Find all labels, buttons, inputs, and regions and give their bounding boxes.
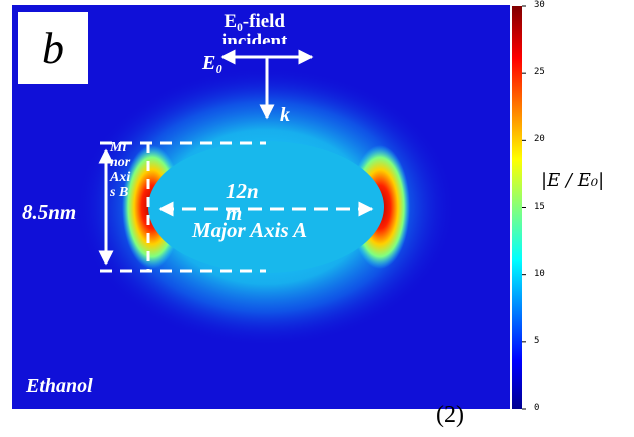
colorbar-tick-label: 10 <box>534 268 545 279</box>
minor-axis-text: Mi nor Axi s B <box>110 140 131 200</box>
incident-title: E₀-field incident <box>222 11 288 45</box>
major-axis-value: 12n m <box>226 180 259 224</box>
major-axis-text: Major Axis A <box>192 218 308 242</box>
panel-label-box: b <box>18 12 88 84</box>
k-label: k <box>280 104 290 126</box>
colorbar-tick-label: 0 <box>534 403 540 413</box>
colorbar-tick-marks <box>522 5 526 410</box>
colorbar-tick-label: 5 <box>534 335 540 346</box>
colorbar-title: |E / E₀| <box>541 170 605 191</box>
medium-label: Ethanol <box>26 375 93 397</box>
e0-label: E₀ <box>202 52 223 74</box>
figure-number: (2) <box>436 402 464 428</box>
colorbar <box>512 6 522 409</box>
minor-axis-value: 8.5nm <box>22 200 77 224</box>
colorbar-tick-label: 15 <box>534 201 545 212</box>
colorbar-tick-label: 20 <box>534 134 545 145</box>
nanoparticle <box>148 141 384 273</box>
incident-line1: E₀-field <box>224 11 286 32</box>
colorbar-tick-label: 25 <box>534 67 545 78</box>
colorbar-tick-label: 30 <box>534 0 545 10</box>
incident-line2: incident <box>222 32 288 44</box>
panel-label: b <box>42 23 64 73</box>
